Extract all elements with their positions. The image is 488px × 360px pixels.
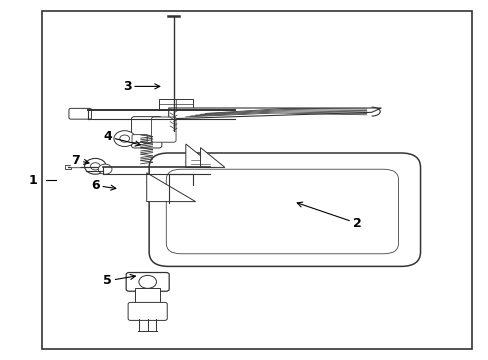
Text: 2: 2 [297, 202, 361, 230]
Bar [41, 11, 471, 349]
Polygon shape [161, 169, 405, 248]
FancyBboxPatch shape [149, 153, 420, 266]
Text: 6: 6 [91, 179, 116, 192]
FancyBboxPatch shape [69, 108, 91, 119]
Polygon shape [168, 108, 381, 119]
Bar [64, 165, 71, 169]
Circle shape [84, 158, 106, 174]
Text: 5: 5 [103, 274, 135, 287]
Bar [135, 288, 160, 304]
Text: 7: 7 [71, 154, 89, 167]
Circle shape [120, 135, 129, 142]
Circle shape [90, 163, 100, 170]
FancyBboxPatch shape [131, 117, 162, 148]
Text: 4: 4 [103, 130, 140, 146]
Bar [159, 99, 193, 110]
FancyBboxPatch shape [128, 302, 167, 320]
Polygon shape [200, 148, 224, 167]
FancyBboxPatch shape [126, 273, 169, 291]
Text: 3: 3 [122, 80, 160, 93]
Circle shape [114, 131, 135, 147]
FancyBboxPatch shape [132, 135, 147, 143]
Circle shape [139, 275, 156, 288]
FancyBboxPatch shape [151, 117, 176, 142]
Circle shape [98, 164, 112, 174]
Text: 1: 1 [29, 174, 38, 186]
Polygon shape [185, 144, 215, 167]
Polygon shape [146, 173, 195, 202]
Circle shape [141, 135, 152, 144]
